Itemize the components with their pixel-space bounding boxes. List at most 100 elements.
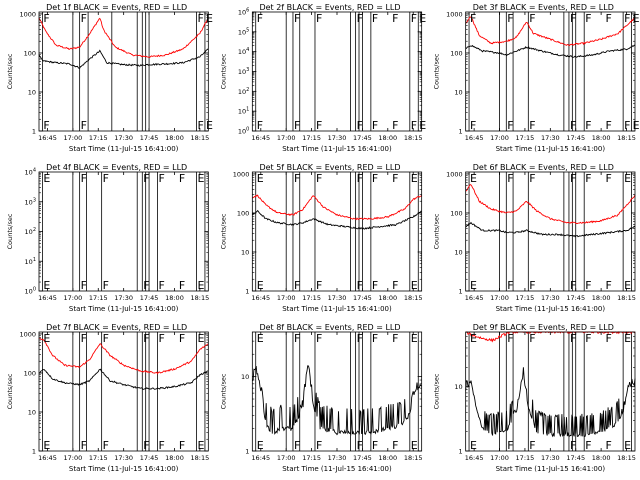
x-tick-label: 18:15 [404,294,423,302]
interval-marker: F [392,119,398,132]
panel-title: Det 9f BLACK = Events, RED = LLD [473,323,614,332]
y-tick-label: 1000 [446,170,463,178]
interval-marker: F [159,332,165,345]
interval-marker: F [570,439,576,452]
y-tick-label: 105 [238,27,249,36]
panel-title: Det 1f BLACK = Events, RED = LLD [46,3,187,12]
interval-marker: F [372,172,378,185]
x-tick-label: 17:00 [63,454,82,462]
x-tick-label: 17:00 [490,454,509,462]
interval-marker: F [357,119,363,132]
panel-title: Det 6f BLACK = Events, RED = LLD [473,163,614,172]
y-tick-exponent: 0 [246,127,249,133]
interval-marker: E [624,439,631,452]
panel-title: Det 8f BLACK = Events, RED = LLD [259,323,400,332]
x-tick-label: 18:15 [617,294,636,302]
y-tick-label: 103 [25,197,36,206]
x-axis-label: Start Time (11-Jul-15 16:41:00) [69,305,179,313]
interval-marker: F [570,172,576,185]
y-tick-label: 1 [245,288,249,296]
panel-title: Det 2f BLACK = Events, RED = LLD [259,3,400,12]
interval-marker: F [81,439,87,452]
series-line-events [38,48,209,69]
interval-marker: F [529,332,535,345]
y-tick-label: 10 [454,88,462,96]
interval-marker: F [357,332,363,345]
interval-marker: F [411,12,417,25]
interval-marker: F [507,12,513,25]
y-tick-label: 1000 [19,330,36,338]
interval-marker: F [81,279,87,292]
x-tick-label: 18:15 [190,294,209,302]
interval-marker: F [570,119,576,132]
panel-6: Det 6f BLACK = Events, RED = LLD Counts/s… [433,163,636,313]
x-tick-label: 17:30 [541,454,560,462]
x-axis-label: Start Time (11-Jul-15 16:41:00) [282,305,392,313]
x-tick-label: 17:00 [277,134,296,142]
interval-marker: E [257,172,264,185]
x-tick-label: 17:00 [490,294,509,302]
interval-marker: F [316,119,322,132]
interval-marker: F [81,119,87,132]
interval-marker: F [179,332,185,345]
x-tick-label: 16:45 [38,294,57,302]
interval-marker: F [392,439,398,452]
y-tick-exponent: 3 [246,67,249,73]
x-tick-label: 17:45 [140,294,159,302]
x-tick-label: 17:15 [89,134,108,142]
x-tick-label: 17:00 [277,454,296,462]
x-tick-label: 18:00 [378,294,397,302]
y-tick-label: 104 [238,47,249,56]
series-line-events [465,221,636,238]
y-tick-label: 10 [241,373,249,381]
x-tick-label: 17:00 [277,294,296,302]
x-axis-label: Start Time (11-Jul-15 16:41:00) [282,465,392,473]
interval-marker: F [294,439,300,452]
y-tick-label: 1000 [19,10,36,18]
series-line-lld [465,184,636,224]
panel-4: Det 4f BLACK = Events, RED = LLD Counts/s… [6,163,209,313]
interval-marker: F [372,12,378,25]
x-tick-label: 16:45 [38,134,57,142]
interval-marker: E [624,279,631,292]
interval-marker: F [585,12,591,25]
interval-marker: F [103,332,109,345]
series-line-events [465,367,636,438]
y-tick-label: 1000 [233,170,250,178]
y-tick-label: 100 [450,49,462,57]
interval-marker: F [507,279,513,292]
x-tick-label: 18:00 [165,134,184,142]
panel-title: Det 5f BLACK = Events, RED = LLD [259,163,400,172]
interval-marker: F [357,279,363,292]
interval-marker: F [257,119,263,132]
x-tick-label: 16:45 [38,454,57,462]
x-tick-label: 17:15 [516,134,535,142]
x-tick-label: 18:00 [378,134,397,142]
x-tick-label: 17:45 [353,454,372,462]
panel-7: Det 7f BLACK = Events, RED = LLD Counts/s… [6,323,209,473]
interval-marker: F [257,12,263,25]
interval-marker: E [43,332,50,345]
interval-marker: F [81,172,87,185]
x-tick-label: 17:30 [328,134,347,142]
x-tick-label: 17:15 [302,294,321,302]
y-axis-label: Counts/sec [6,213,14,249]
interval-marker: F [103,439,109,452]
interval-marker: F [470,12,476,25]
interval-marker: F [316,279,322,292]
interval-marker: E [411,439,418,452]
interval-marker: F [143,172,149,185]
x-tick-label: 17:30 [328,454,347,462]
interval-marker: F [529,279,535,292]
x-tick-label: 18:00 [165,454,184,462]
y-tick-label: 102 [238,87,249,96]
interval-marker: E [197,279,204,292]
interval-marker: F [81,332,87,345]
interval-marker: F [372,439,378,452]
y-tick-exponent: 4 [33,168,36,174]
x-tick-label: 17:45 [566,134,585,142]
interval-marker: F [585,439,591,452]
interval-marker: F [606,332,612,345]
interval-marker: E [419,119,426,132]
y-axis-label: Counts/sec [219,53,227,89]
